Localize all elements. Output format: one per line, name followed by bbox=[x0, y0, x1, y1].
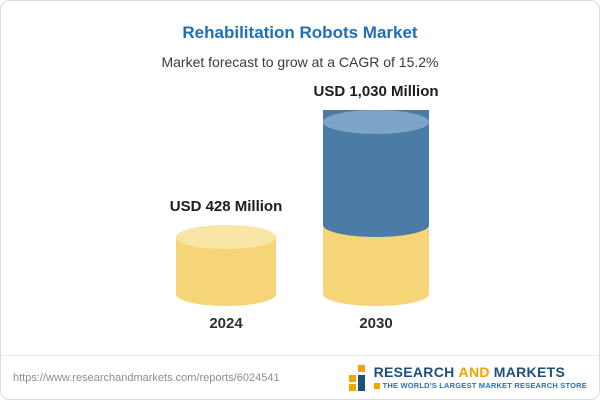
bar-group-2024: USD 428 Million 2024 bbox=[169, 198, 283, 332]
chart-title: Rehabilitation Robots Market bbox=[182, 23, 418, 42]
chart-subtitle: Market forecast to grow at a CAGR of 15.… bbox=[161, 54, 439, 70]
axis-label-2030: 2030 bbox=[359, 315, 393, 332]
logo-tagline-row: THE WORLD'S LARGEST MARKET RESEARCH STOR… bbox=[373, 381, 587, 391]
footer: https://www.researchandmarkets.com/repor… bbox=[1, 355, 599, 399]
logo-word-research: RESEARCH bbox=[373, 364, 455, 381]
bar-2024 bbox=[176, 225, 276, 306]
report-url: https://www.researchandmarkets.com/repor… bbox=[13, 371, 280, 384]
axis-label-2024: 2024 bbox=[209, 315, 243, 332]
bar-2024-top-ellipse bbox=[176, 225, 276, 249]
value-label-2030: USD 1,030 Million bbox=[313, 83, 439, 100]
logo-wordmark: RESEARCH AND MARKETS bbox=[374, 365, 566, 379]
bar-2030 bbox=[323, 110, 429, 306]
logo-word-markets: MARKETS bbox=[493, 364, 566, 381]
bar-2030-top-ellipse bbox=[323, 110, 429, 134]
bar-group-2030: USD 1,030 Million 2030 bbox=[313, 83, 438, 332]
company-logo: RESEARCH AND MARKETS THE WORLD'S LARGEST M… bbox=[348, 364, 587, 391]
bar-2030-growth-segment bbox=[323, 110, 429, 237]
logo-text: RESEARCH AND MARKETS THE WORLD'S LARGEST M… bbox=[373, 365, 587, 391]
logo-word-and: AND bbox=[458, 364, 490, 381]
value-label-2024: USD 428 Million bbox=[169, 198, 283, 215]
logo-icon bbox=[348, 364, 365, 391]
tagline-accent-block bbox=[373, 383, 380, 389]
bar-2030-base-segment bbox=[323, 225, 429, 306]
logo-tagline: THE WORLD'S LARGEST MARKET RESEARCH STOR… bbox=[382, 381, 587, 391]
